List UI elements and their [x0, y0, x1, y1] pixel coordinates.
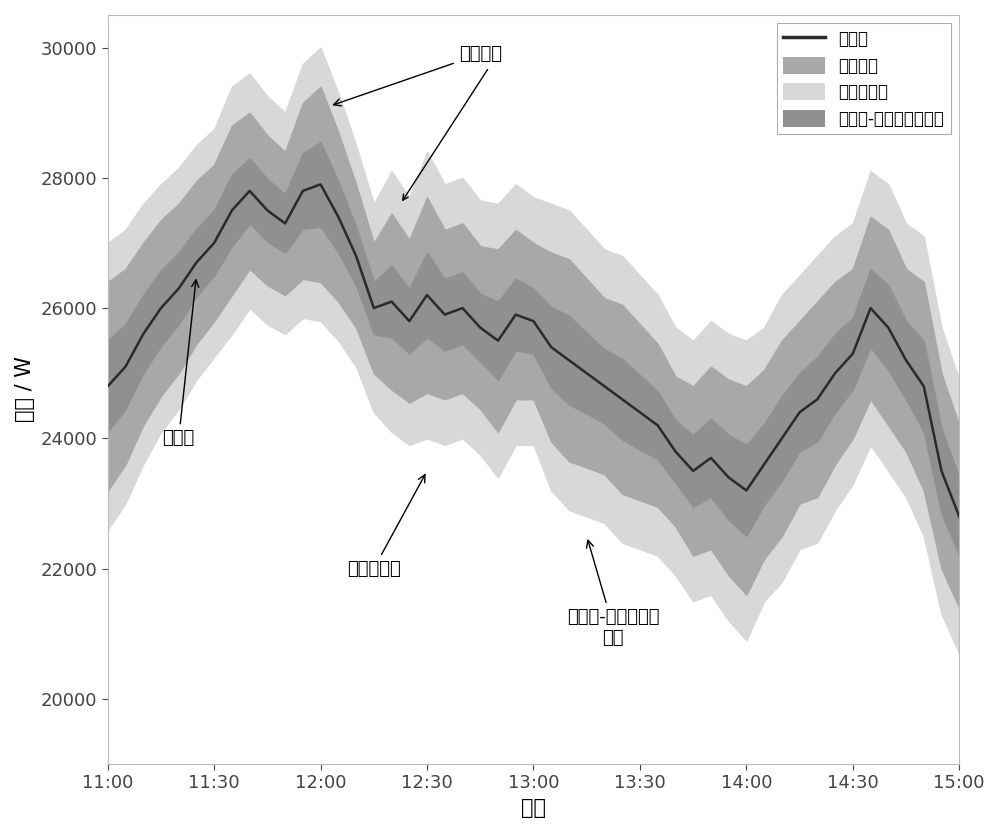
实际值	[439, 310, 451, 320]
实际值	[705, 453, 717, 463]
实际值	[652, 421, 664, 431]
实际值	[102, 382, 114, 392]
实际值	[137, 329, 149, 339]
实际值	[279, 218, 291, 228]
X-axis label: 时间: 时间	[521, 798, 546, 818]
实际值	[723, 472, 735, 482]
实际值	[190, 257, 202, 267]
实际值	[829, 368, 841, 378]
实际值	[776, 433, 788, 443]
Line: 实际值: 实际值	[108, 184, 959, 516]
实际值	[953, 511, 965, 521]
Text: 正态分布: 正态分布	[334, 45, 502, 106]
实际值	[563, 355, 575, 365]
实际值	[297, 186, 309, 196]
实际值	[173, 283, 185, 293]
实际值	[386, 297, 398, 307]
实际值	[669, 446, 681, 456]
实际值	[811, 394, 823, 404]
实际值	[865, 303, 877, 313]
实际值	[244, 186, 256, 196]
实际值	[794, 407, 806, 417]
实际值	[226, 206, 238, 216]
实际值	[510, 310, 522, 320]
实际值	[616, 394, 628, 404]
实际值	[332, 212, 344, 222]
实际值	[315, 179, 327, 189]
实际值	[403, 317, 415, 327]
Text: 核密度估计: 核密度估计	[347, 475, 425, 577]
实际值	[598, 382, 610, 392]
Text: 实际值: 实际值	[163, 280, 199, 447]
实际值	[900, 355, 912, 365]
实际值	[261, 206, 273, 216]
实际值	[918, 382, 930, 392]
实际值	[527, 317, 539, 327]
实际值	[155, 303, 167, 313]
实际值	[368, 303, 380, 313]
实际值	[687, 466, 699, 476]
实际值	[882, 322, 894, 332]
实际值	[492, 336, 504, 346]
实际值	[350, 251, 362, 261]
实际值	[581, 368, 593, 378]
Y-axis label: 功率 / W: 功率 / W	[15, 357, 35, 422]
实际值	[634, 407, 646, 417]
Legend: 实际值, 正态分布, 核密度估计, 贝叶斯-长短期记忆网络: 实际值, 正态分布, 核密度估计, 贝叶斯-长短期记忆网络	[777, 23, 951, 134]
实际值	[421, 290, 433, 300]
实际值	[208, 238, 220, 248]
实际值	[545, 342, 557, 352]
实际值	[936, 466, 948, 476]
Text: 贝叶斯-长短期记忆
网络: 贝叶斯-长短期记忆 网络	[567, 541, 660, 646]
实际值	[457, 303, 469, 313]
实际值	[740, 486, 752, 496]
实际值	[119, 362, 131, 372]
实际值	[758, 460, 770, 470]
实际值	[847, 349, 859, 359]
实际值	[474, 322, 486, 332]
